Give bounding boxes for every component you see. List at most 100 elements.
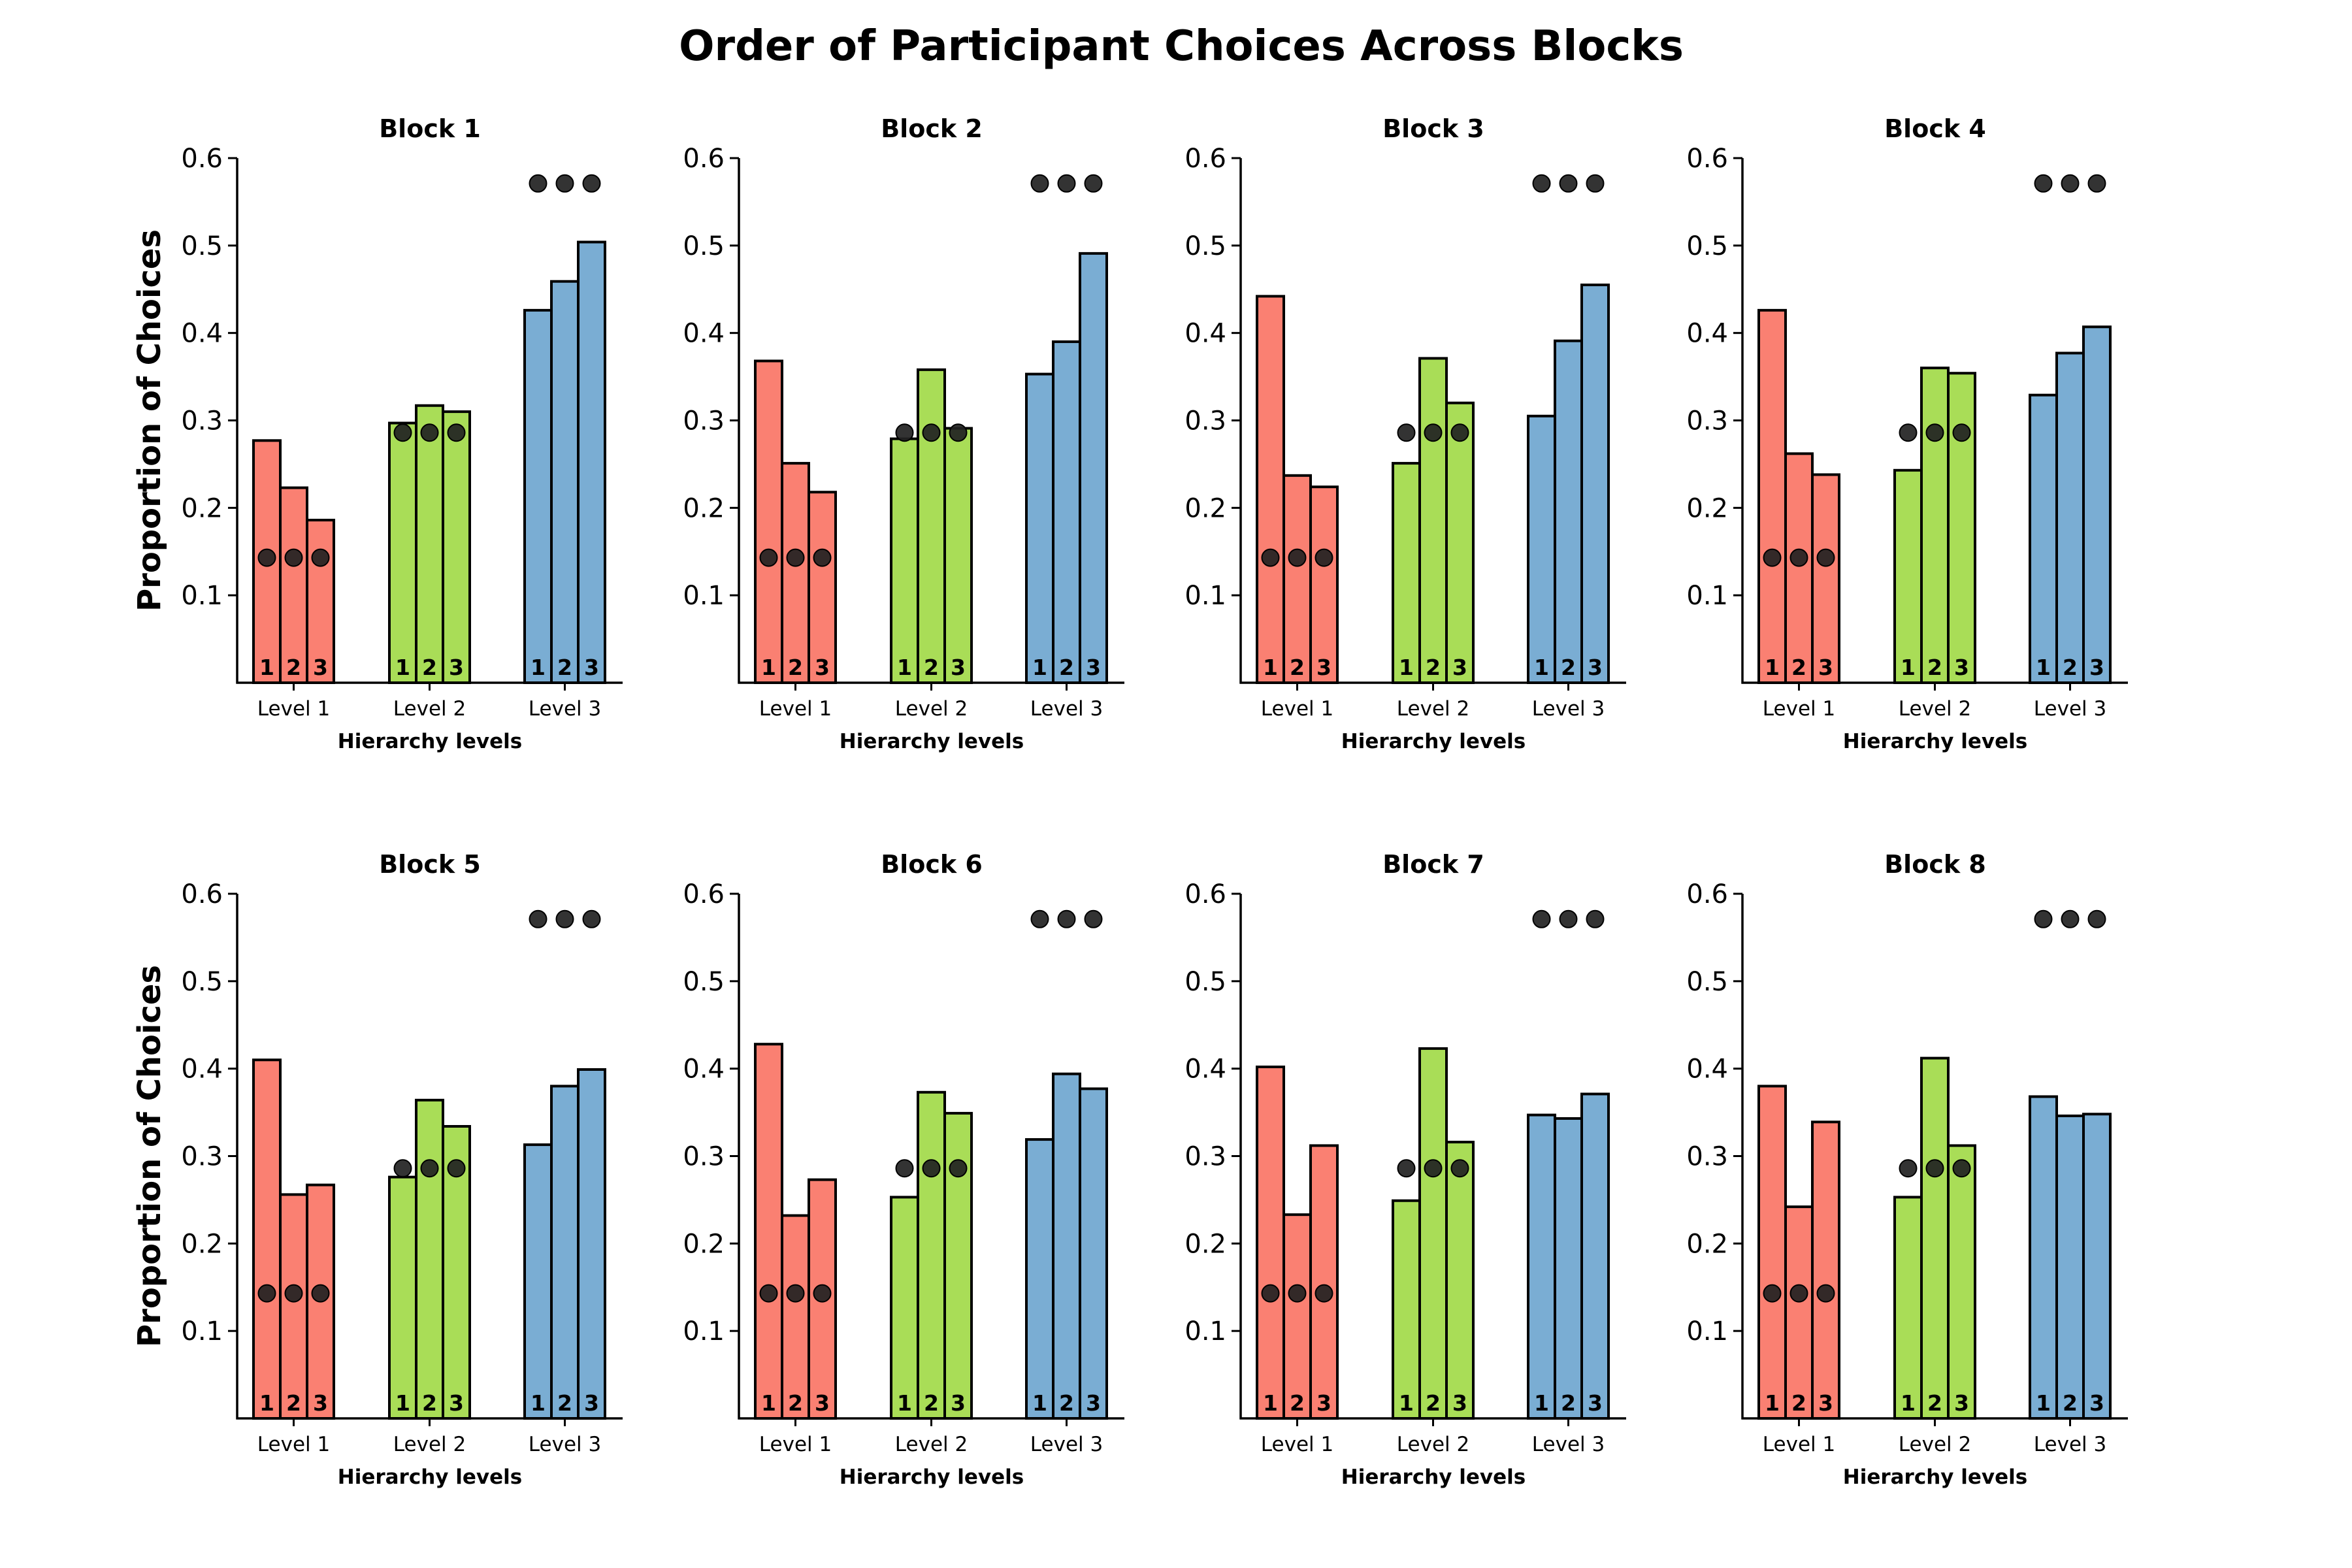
- bar-index-label: 1: [761, 655, 776, 680]
- x-tick-label: Level 1: [257, 1433, 330, 1456]
- bar-level-3-choice-2: [550, 1085, 580, 1420]
- bar-level-2-choice-3: [1947, 1144, 1976, 1420]
- bar-level-3-choice-2: [1554, 339, 1583, 684]
- bar-level-3-choice-2: [550, 280, 580, 684]
- bar-index-label: 2: [2063, 655, 2078, 680]
- reference-dot: [555, 909, 574, 928]
- x-tick-label: Level 1: [1763, 697, 1835, 721]
- reference-dot: [257, 1284, 276, 1303]
- reference-dot: [1397, 423, 1416, 442]
- bar-level-1-choice-2: [781, 462, 810, 684]
- bar-index-label: 3: [313, 655, 328, 680]
- y-tick-label: 0.1: [1184, 581, 1226, 611]
- x-tick-label: Level 3: [2034, 697, 2106, 721]
- bar-index-label: 2: [1426, 1390, 1441, 1416]
- bar-level-2-choice-2: [415, 404, 444, 685]
- bar-index-label: 2: [1927, 655, 1942, 680]
- y-tick-label: 0.1: [181, 581, 223, 611]
- x-tick-label: Level 1: [759, 1433, 832, 1456]
- bar-level-1-choice-2: [1282, 474, 1312, 684]
- reference-dot: [284, 1284, 303, 1303]
- bar-level-2-choice-3: [943, 427, 973, 684]
- y-tick-label: 0.3: [1686, 406, 1728, 436]
- bar-index-label: 1: [2036, 1390, 2051, 1416]
- reference-dot: [949, 423, 968, 442]
- x-axis-label: Hierarchy levels: [1341, 730, 1526, 753]
- bar-level-3-choice-1: [523, 308, 553, 684]
- bar-level-2-choice-1: [1392, 1199, 1421, 1420]
- bar-index-label: 3: [1316, 655, 1331, 680]
- bar-level-3-choice-3: [2082, 1113, 2112, 1420]
- reference-dot: [813, 548, 832, 567]
- bar-index-label: 2: [1426, 655, 1441, 680]
- y-tick-label: 0.4: [683, 1054, 725, 1085]
- bar-level-2-choice-3: [442, 410, 471, 684]
- bar-index-label: 2: [2063, 1390, 2078, 1416]
- x-axis-label: Hierarchy levels: [840, 1465, 1024, 1489]
- reference-dot: [1586, 174, 1605, 193]
- bar-level-1-choice-1: [1256, 1065, 1285, 1420]
- bar-index-label: 2: [422, 1390, 437, 1416]
- bar-index-label: 3: [584, 655, 599, 680]
- bar-index-label: 2: [924, 655, 939, 680]
- bar-level-1-choice-2: [781, 1214, 810, 1420]
- y-tick-label: 0.5: [1184, 231, 1226, 261]
- bar-index-label: 3: [1818, 655, 1833, 680]
- bar-index-label: 1: [897, 655, 912, 680]
- bar-level-3-choice-2: [2055, 1114, 2085, 1420]
- bar-index-label: 3: [2089, 655, 2104, 680]
- bar-level-2-choice-2: [1418, 1047, 1448, 1420]
- x-tick-label: Level 2: [393, 697, 466, 721]
- bar-index-label: 1: [761, 1390, 776, 1416]
- bar-level-1-choice-1: [754, 1043, 783, 1420]
- reference-dot: [420, 423, 439, 442]
- reference-dot: [786, 548, 805, 567]
- bar-index-label: 3: [1818, 1390, 1833, 1416]
- bar-index-label: 1: [1901, 655, 1916, 680]
- reference-dot: [895, 423, 914, 442]
- reference-dot: [1763, 1284, 1782, 1303]
- reference-dot: [393, 423, 412, 442]
- reference-dot: [1899, 423, 1918, 442]
- bar-index-label: 1: [1765, 1390, 1780, 1416]
- bar-level-1-choice-3: [1309, 1144, 1339, 1420]
- reference-dot: [1586, 909, 1605, 928]
- y-tick-label: 0.6: [683, 144, 725, 174]
- y-tick-label: 0.1: [1686, 581, 1728, 611]
- bar-index-label: 2: [1927, 1390, 1942, 1416]
- reference-dot: [1450, 423, 1469, 442]
- reference-dot: [393, 1159, 412, 1178]
- bar-level-2-choice-2: [1920, 367, 1950, 684]
- reference-dot: [1789, 1284, 1808, 1303]
- bar-index-label: 1: [395, 1390, 410, 1416]
- bar-index-label: 1: [1263, 1390, 1278, 1416]
- bar-index-label: 2: [422, 655, 437, 680]
- reference-dot: [1925, 423, 1944, 442]
- y-tick-label: 0.1: [181, 1316, 223, 1347]
- reference-dot: [529, 909, 547, 928]
- x-tick-label: Level 3: [1030, 1433, 1103, 1456]
- panel-title: Block 2: [881, 114, 983, 143]
- bar-index-label: 2: [788, 1390, 803, 1416]
- bar-index-label: 1: [2036, 655, 2051, 680]
- x-axis-label: Hierarchy levels: [1843, 1465, 2028, 1489]
- reference-dot: [949, 1159, 968, 1178]
- bar-index-label: 3: [1452, 1390, 1467, 1416]
- reference-dot: [1789, 548, 1808, 567]
- y-tick-label: 0.4: [1184, 1054, 1226, 1085]
- bar-index-label: 3: [1086, 1390, 1101, 1416]
- bar-level-1-choice-2: [1784, 452, 1814, 685]
- y-tick-label: 0.5: [683, 231, 725, 261]
- bar-index-label: 3: [815, 655, 830, 680]
- reference-dot: [1030, 909, 1049, 928]
- bar-level-3-choice-1: [523, 1143, 553, 1420]
- bar-level-3-choice-3: [577, 240, 606, 685]
- y-tick-label: 0.6: [1686, 144, 1728, 174]
- reference-dot: [555, 174, 574, 193]
- bar-index-label: 3: [1588, 1390, 1603, 1416]
- bar-index-label: 2: [1561, 655, 1576, 680]
